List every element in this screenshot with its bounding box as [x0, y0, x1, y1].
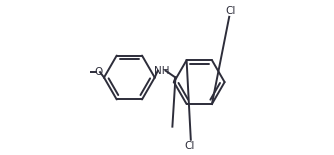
Text: Cl: Cl — [184, 141, 194, 151]
Text: NH: NH — [154, 66, 169, 76]
Text: Cl: Cl — [225, 6, 236, 16]
Text: O: O — [94, 67, 102, 77]
